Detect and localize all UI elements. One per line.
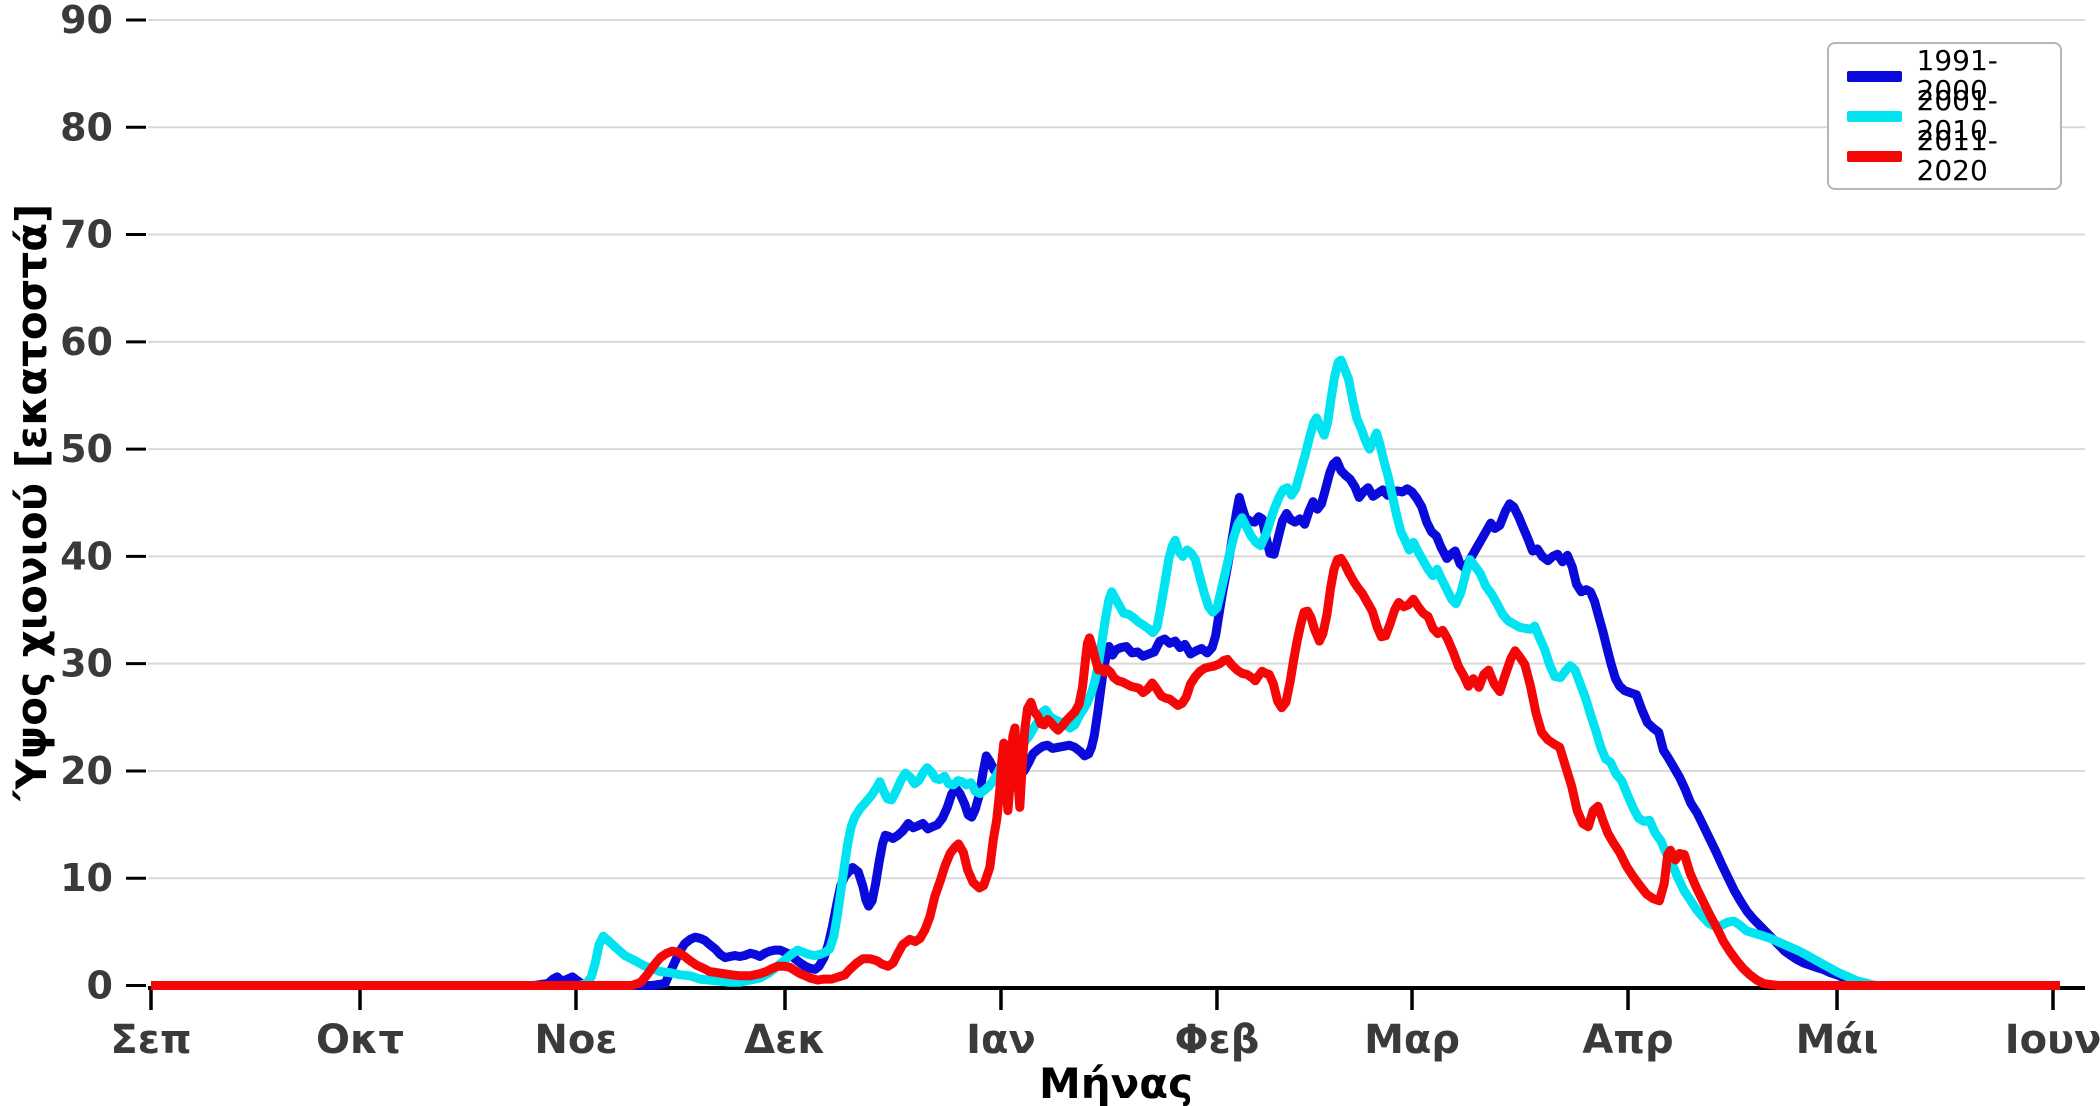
y-tick-label-20: 20: [60, 749, 113, 793]
x-tick-label-Σεπ: Σεπ: [110, 1017, 191, 1063]
y-tick-label-10: 10: [60, 856, 113, 900]
legend-label: 2011-2020: [1916, 124, 1998, 187]
tick-labels: 0 10 20 30 40 50 60 70 80 90 Σεπ Οκτ Νοε Δεκ Ιαν Φεβ Μαρ…: [60, 0, 2100, 1063]
y-axis-title: Ύψος χιονιού [εκατοστά]: [7, 204, 56, 803]
legend-label: 2001-2010: [1916, 84, 1998, 147]
legend-line-swatch-1991-2000: [1847, 70, 1902, 82]
y-tick-label-50: 50: [60, 427, 113, 471]
legend-item-2011-2020: 2011-2020: [1847, 126, 2060, 186]
series-lines: [151, 355, 2060, 990]
x-tick-label-Ιαν: Ιαν: [966, 1017, 1036, 1063]
gridlines: [148, 19, 2085, 880]
series-line-2001-2010: [151, 355, 2060, 990]
legend-line-swatch-2011-2020: [1847, 150, 1902, 162]
y-tick-label-30: 30: [60, 642, 113, 686]
x-tick-label-Μαρ: Μαρ: [1364, 1017, 1460, 1063]
series-line-1991-2000: [151, 456, 2060, 990]
x-axis-title: Μήνας: [1039, 1059, 1193, 1106]
x-tick-label-Νοε: Νοε: [534, 1017, 617, 1063]
y-tick-label-90: 90: [60, 0, 113, 42]
y-tick-label-80: 80: [60, 105, 113, 149]
x-tick-label-Δεκ: Δεκ: [744, 1017, 826, 1063]
x-tick-label-Απρ: Απρ: [1582, 1017, 1673, 1063]
y-tick-label-70: 70: [60, 213, 113, 257]
x-tick-label-Φεβ: Φεβ: [1175, 1017, 1260, 1063]
series-line-2011-2020: [151, 554, 2060, 990]
legend: 1991-2000 2001-2010 2011-2020: [1827, 42, 2062, 190]
y-tick-label-0: 0: [87, 964, 113, 1008]
legend-item-1991-2000: 1991-2000: [1847, 46, 2060, 106]
y-tick-label-60: 60: [60, 320, 113, 364]
legend-item-2001-2010: 2001-2010: [1847, 86, 2060, 146]
x-axis-spine: [148, 986, 2085, 990]
y-tick-label-40: 40: [60, 534, 113, 578]
legend-line-swatch-2001-2010: [1847, 110, 1902, 122]
legend-label: 1991-2000: [1916, 44, 1998, 107]
x-tick-label-Ιουν: Ιουν: [2005, 1017, 2100, 1063]
x-tick-label-Οκτ: Οκτ: [316, 1017, 404, 1063]
x-tick-label-Μάι: Μάι: [1796, 1017, 1879, 1063]
axes: [126, 18, 2085, 1010]
